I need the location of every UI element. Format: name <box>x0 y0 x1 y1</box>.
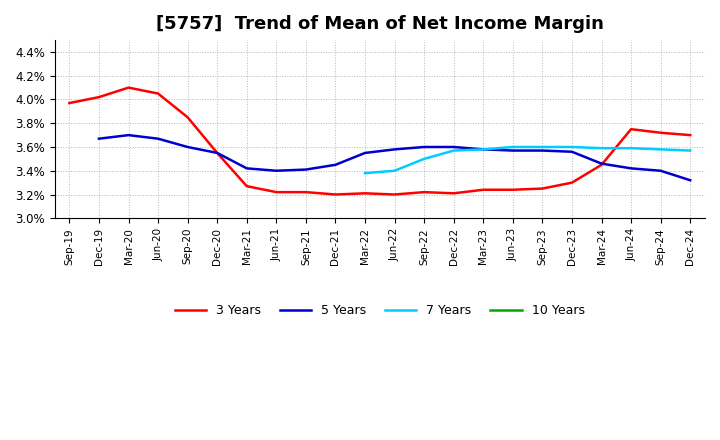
3 Years <box>243 183 251 189</box>
3 Years <box>390 192 399 197</box>
7 Years <box>390 168 399 173</box>
5 Years <box>154 136 163 141</box>
5 Years <box>449 144 458 150</box>
3 Years <box>94 95 103 100</box>
3 Years <box>538 186 546 191</box>
Legend: 3 Years, 5 Years, 7 Years, 10 Years: 3 Years, 5 Years, 7 Years, 10 Years <box>170 299 590 323</box>
5 Years <box>390 147 399 152</box>
7 Years <box>449 148 458 153</box>
7 Years <box>361 170 369 176</box>
7 Years <box>686 148 695 153</box>
5 Years <box>124 132 132 138</box>
Line: 3 Years: 3 Years <box>69 88 690 194</box>
3 Years <box>597 162 606 168</box>
3 Years <box>184 115 192 120</box>
3 Years <box>331 192 340 197</box>
3 Years <box>449 191 458 196</box>
7 Years <box>657 147 665 152</box>
3 Years <box>686 132 695 138</box>
3 Years <box>420 190 428 195</box>
5 Years <box>420 144 428 150</box>
5 Years <box>184 144 192 150</box>
5 Years <box>686 178 695 183</box>
7 Years <box>420 156 428 161</box>
7 Years <box>538 144 546 150</box>
3 Years <box>657 130 665 136</box>
3 Years <box>567 180 576 185</box>
3 Years <box>302 190 310 195</box>
5 Years <box>538 148 546 153</box>
5 Years <box>94 136 103 141</box>
5 Years <box>627 166 636 171</box>
7 Years <box>479 147 487 152</box>
5 Years <box>657 168 665 173</box>
3 Years <box>627 127 636 132</box>
Line: 7 Years: 7 Years <box>365 147 690 173</box>
5 Years <box>479 147 487 152</box>
3 Years <box>124 85 132 90</box>
5 Years <box>243 166 251 171</box>
3 Years <box>272 190 281 195</box>
5 Years <box>213 150 222 156</box>
5 Years <box>508 148 517 153</box>
5 Years <box>272 168 281 173</box>
7 Years <box>567 144 576 150</box>
3 Years <box>65 100 73 106</box>
5 Years <box>302 167 310 172</box>
7 Years <box>597 146 606 151</box>
3 Years <box>479 187 487 192</box>
5 Years <box>331 162 340 168</box>
3 Years <box>154 91 163 96</box>
5 Years <box>361 150 369 156</box>
3 Years <box>361 191 369 196</box>
5 Years <box>597 161 606 166</box>
Line: 5 Years: 5 Years <box>99 135 690 180</box>
7 Years <box>508 144 517 150</box>
Title: [5757]  Trend of Mean of Net Income Margin: [5757] Trend of Mean of Net Income Margi… <box>156 15 604 33</box>
3 Years <box>508 187 517 192</box>
5 Years <box>567 149 576 154</box>
7 Years <box>627 146 636 151</box>
3 Years <box>213 150 222 156</box>
